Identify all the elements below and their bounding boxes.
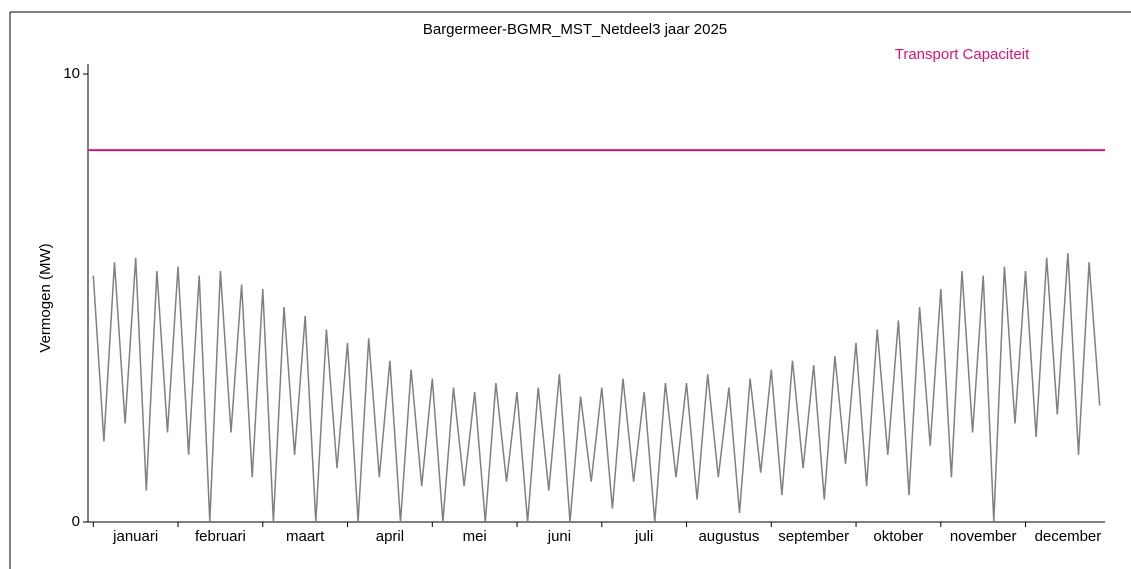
x-tick-label: maart [286, 528, 325, 545]
capacity-label: Transport Capaciteit [895, 46, 1030, 63]
x-tick-label: januari [112, 528, 158, 545]
chart-title: Bargermeer-BGMR_MST_Netdeel3 jaar 2025 [423, 21, 727, 38]
y-tick-label: 10 [63, 65, 80, 82]
x-tick-label: november [950, 528, 1017, 545]
x-tick-label: augustus [698, 528, 759, 545]
y-tick-label: 0 [72, 513, 80, 530]
x-tick-label: oktober [873, 528, 923, 545]
x-tick-label: februari [195, 528, 246, 545]
x-tick-label: juni [547, 528, 571, 545]
x-tick-label: mei [463, 528, 487, 545]
x-tick-label: december [1035, 528, 1102, 545]
x-tick-label: september [778, 528, 849, 545]
series-line [92, 253, 1101, 523]
y-axis-label: Vermogen (MW) [37, 243, 54, 352]
x-tick-label: juli [634, 528, 653, 545]
x-tick-label: april [376, 528, 404, 545]
